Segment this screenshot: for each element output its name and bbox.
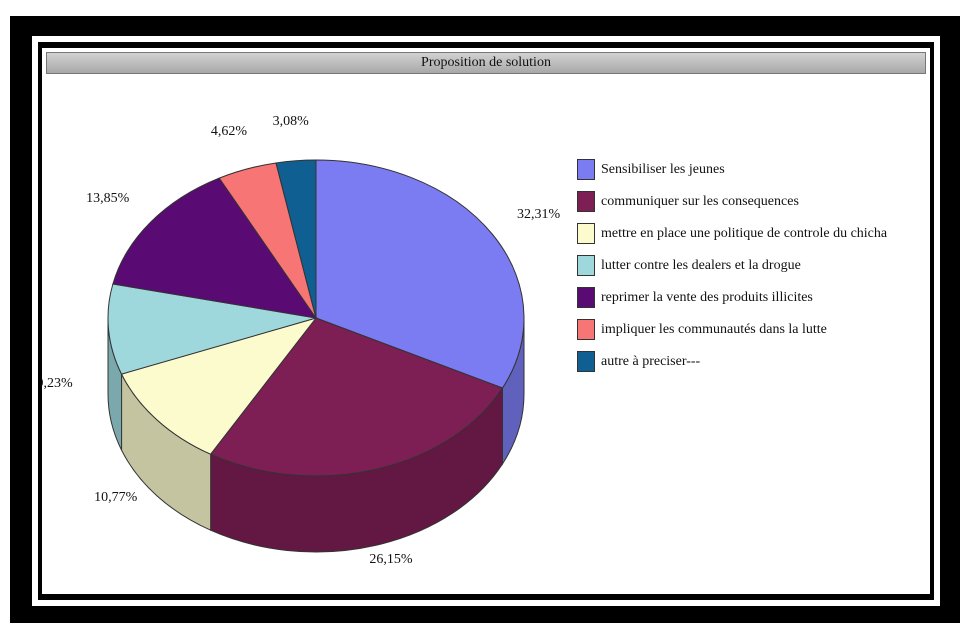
value-label-1: 26,15% (369, 552, 413, 567)
legend-label: mettre en place une politique de control… (601, 225, 888, 241)
legend-item: communiquer sur les consequences (577, 191, 887, 212)
chart-panel: Proposition de solution 32,31% 26,15% 10,7… (42, 48, 930, 594)
legend-item: lutter contre les dealers et la drogue (577, 255, 887, 276)
legend-swatch (577, 319, 595, 340)
pie-chart: 32,31% 26,15% 10,77% 9,23% 13,85% 4,62% 3,08% (42, 114, 561, 567)
legend-item: Sensibiliser les jeunes (577, 159, 887, 180)
pie-slice-0 (315, 159, 525, 389)
legend-label: reprimer la vente des produits illicites (601, 289, 813, 305)
legend-label: impliquer les communautés dans la lutte (601, 321, 827, 337)
legend-item: autre à preciser--- (577, 351, 887, 372)
legend-label: lutter contre les dealers et la drogue (601, 257, 801, 273)
legend-swatch (577, 287, 595, 308)
value-label-0: 32,31% (517, 207, 561, 222)
chart-legend: Sensibiliser les jeunes communiquer sur l… (577, 159, 887, 383)
chart-title: Proposition de solution (46, 52, 926, 74)
inner-frame: Proposition de solution 32,31% 26,15% 10,7… (38, 42, 934, 600)
legend-label: communiquer sur les consequences (601, 193, 799, 209)
value-label-4: 13,85% (86, 191, 130, 206)
legend-item: mettre en place une politique de control… (577, 223, 887, 244)
value-label-5: 4,62% (211, 124, 248, 139)
legend-swatch (577, 223, 595, 244)
legend-swatch (577, 351, 595, 372)
outer-frame: Proposition de solution 32,31% 26,15% 10,7… (10, 16, 960, 623)
legend-label: autre à preciser--- (601, 353, 701, 369)
value-label-3: 9,23% (42, 376, 73, 391)
pie-slice-6 (275, 159, 317, 319)
pie-slice-2 (120, 317, 318, 455)
frame-border: Proposition de solution 32,31% 26,15% 10,7… (32, 36, 940, 606)
pie-slice-3 (107, 283, 317, 375)
legend-item: impliquer les communautés dans la lutte (577, 319, 887, 340)
legend-swatch (577, 191, 595, 212)
legend-swatch (577, 255, 595, 276)
pie-slice-1 (209, 317, 504, 477)
legend-label: Sensibiliser les jeunes (601, 161, 725, 177)
value-label-2: 10,77% (94, 490, 137, 505)
legend-swatch (577, 159, 595, 180)
legend-item: reprimer la vente des produits illicites (577, 287, 887, 308)
pie-slice-4 (112, 177, 318, 319)
value-label-6: 3,08% (273, 114, 310, 129)
